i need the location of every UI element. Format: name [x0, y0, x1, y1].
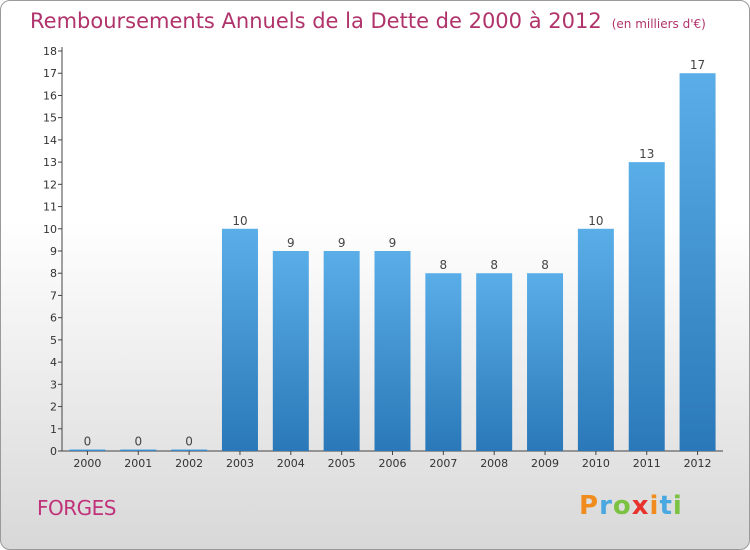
x-tick-label: 2004	[277, 457, 305, 470]
bar	[628, 162, 665, 451]
proxiti-logo: Proxiti	[579, 491, 683, 521]
bar	[120, 449, 157, 451]
commune-name: FORGES	[37, 496, 116, 520]
bar-value-label: 0	[134, 435, 142, 449]
bar	[679, 73, 716, 451]
bar-value-label: 10	[588, 214, 603, 228]
bar	[476, 273, 513, 451]
bar	[69, 449, 106, 451]
bar-value-label: 8	[440, 258, 448, 272]
y-tick-label: 9	[50, 245, 57, 258]
y-tick-label: 2	[50, 401, 57, 414]
bar	[577, 228, 614, 451]
x-tick-label: 2001	[124, 457, 152, 470]
y-tick-label: 12	[43, 178, 57, 191]
chart-title-text: Remboursements Annuels de la Dette de 20…	[30, 9, 602, 33]
y-tick-label: 10	[43, 223, 57, 236]
x-tick-label: 2005	[328, 457, 356, 470]
bar-value-label: 8	[490, 258, 498, 272]
x-tick-label: 2008	[480, 457, 508, 470]
y-tick-label: 7	[50, 289, 57, 302]
y-tick-label: 6	[50, 312, 57, 325]
bar-value-label: 9	[287, 236, 295, 250]
bar	[272, 251, 309, 451]
bar-value-label: 9	[338, 236, 346, 250]
x-tick-label: 2011	[633, 457, 661, 470]
y-tick-label: 5	[50, 334, 57, 347]
bar	[171, 449, 208, 451]
y-tick-label: 1	[50, 423, 57, 436]
bar	[425, 273, 462, 451]
bar	[221, 228, 258, 451]
y-tick-label: 17	[43, 67, 57, 80]
x-tick-label: 2009	[531, 457, 559, 470]
y-tick-label: 3	[50, 378, 57, 391]
x-tick-label: 2000	[73, 457, 101, 470]
bar-value-label: 17	[690, 58, 705, 72]
y-tick-label: 15	[43, 112, 57, 125]
x-tick-label: 2012	[684, 457, 712, 470]
y-tick-label: 8	[50, 267, 57, 280]
y-tick-label: 4	[50, 356, 57, 369]
chart-title: Remboursements Annuels de la Dette de 20…	[30, 9, 706, 33]
y-tick-label: 16	[43, 89, 57, 102]
x-tick-label: 2002	[175, 457, 203, 470]
y-tick-label: 18	[43, 45, 57, 58]
bar	[374, 251, 411, 451]
x-tick-label: 2006	[379, 457, 407, 470]
bar	[323, 251, 360, 451]
x-tick-label: 2003	[226, 457, 254, 470]
x-tick-label: 2010	[582, 457, 610, 470]
y-tick-label: 14	[43, 134, 57, 147]
bar-value-label: 8	[541, 258, 549, 272]
bar-value-label: 10	[232, 214, 247, 228]
y-tick-label: 13	[43, 156, 57, 169]
bar	[527, 273, 564, 451]
y-tick-label: 0	[50, 445, 57, 458]
bar-value-label: 0	[84, 435, 92, 449]
chart-subtitle: (en milliers d'€)	[611, 17, 706, 31]
x-tick-label: 2007	[429, 457, 457, 470]
bar-value-label: 9	[389, 236, 397, 250]
bar-value-label: 0	[185, 435, 193, 449]
bar-value-label: 13	[639, 147, 654, 161]
y-tick-label: 11	[43, 201, 57, 214]
